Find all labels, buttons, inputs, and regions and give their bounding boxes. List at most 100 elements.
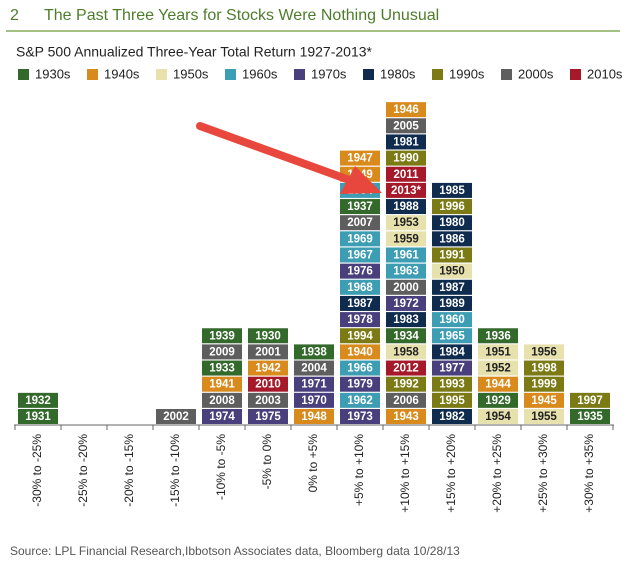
block (340, 312, 380, 328)
legend-swatch (501, 69, 512, 80)
block-label: 1982 (439, 411, 465, 423)
legend-label: 1940s (104, 66, 140, 81)
block (248, 409, 288, 424)
block (386, 409, 426, 424)
block-label: 1932 (25, 395, 51, 407)
header-number: 2 (10, 7, 19, 24)
block-label: 1929 (485, 395, 511, 407)
block (386, 392, 426, 408)
block (478, 409, 518, 424)
block-label: 1995 (439, 395, 465, 407)
legend-swatch (432, 69, 443, 80)
legend-swatch (156, 69, 167, 80)
x-tick-label: -15% to -10% (168, 434, 182, 507)
block-label: 1955 (531, 411, 557, 423)
block (18, 392, 58, 408)
block-label: 1959 (393, 233, 419, 245)
legend-label: 1960s (242, 66, 278, 81)
block (386, 344, 426, 360)
block-label: 1971 (301, 379, 327, 391)
x-tick-label: +5% to +10% (352, 434, 366, 506)
block (202, 409, 242, 424)
block-label: 1980 (439, 217, 465, 229)
block-label: 1974 (209, 411, 235, 423)
block-label: 2013* (391, 185, 422, 197)
block-label: 2009 (209, 346, 235, 358)
block-label: 1989 (439, 298, 465, 310)
block-label: 1956 (531, 346, 557, 358)
block (432, 263, 472, 279)
block-label: 1988 (393, 201, 419, 213)
arrow-shaft (196, 122, 356, 185)
x-tick-label: 0% to +5% (306, 434, 320, 493)
block (202, 328, 242, 344)
block-label: 1947 (347, 153, 373, 165)
block-label: 1954 (485, 411, 511, 423)
block (524, 376, 564, 392)
block (340, 392, 380, 408)
block-label: 2002 (163, 411, 189, 423)
block (340, 360, 380, 376)
block (386, 247, 426, 263)
block-label: 2005 (393, 120, 419, 132)
block-label: 1972 (393, 298, 419, 310)
x-tick-label: -30% to -25% (30, 434, 44, 507)
block (340, 295, 380, 311)
block (570, 409, 610, 424)
block (478, 328, 518, 344)
block (524, 344, 564, 360)
block-label: 2000 (393, 282, 419, 294)
block-label: 1987 (439, 282, 465, 294)
plot: 1931 1932 2002 1974 2008 1941 1933 2009 1939 1975… (18, 102, 610, 424)
arrow (196, 122, 382, 194)
block (570, 392, 610, 408)
block (386, 295, 426, 311)
block (386, 102, 426, 118)
block-label: 1966 (347, 363, 373, 375)
legend-swatch (18, 69, 29, 80)
legend-swatch (363, 69, 374, 80)
block-label: 1992 (393, 379, 419, 391)
x-tick-label: -5% to 0% (260, 434, 274, 490)
block (524, 392, 564, 408)
block-label: 2010 (255, 379, 281, 391)
block (386, 360, 426, 376)
block (432, 231, 472, 247)
x-tick-label: -10% to -5% (214, 434, 228, 500)
block-label: 1953 (393, 217, 419, 229)
block (432, 279, 472, 295)
block-label: 1983 (393, 314, 419, 326)
block (294, 409, 334, 424)
block-label: 1999 (531, 379, 557, 391)
block (340, 409, 380, 424)
legend-label: 1990s (449, 66, 485, 81)
block (18, 409, 58, 424)
block-label: 1945 (531, 395, 557, 407)
x-tick-label: -20% to -15% (122, 434, 136, 507)
block (340, 344, 380, 360)
block (478, 392, 518, 408)
block-label: 1985 (439, 185, 465, 197)
block-label: 1938 (301, 346, 327, 358)
block-label: 1962 (347, 395, 373, 407)
block-label: 1944 (485, 379, 511, 391)
block-label: 2011 (394, 169, 420, 181)
block (340, 215, 380, 231)
block (386, 150, 426, 166)
block-label: 1975 (255, 411, 281, 423)
block-label: 2007 (347, 217, 373, 229)
block-label: 1986 (439, 233, 465, 245)
block (432, 312, 472, 328)
x-tick-label: +15% to +20% (444, 434, 458, 513)
block-label: 1937 (347, 201, 373, 213)
block-label: 1946 (393, 104, 419, 116)
block-label: 1936 (485, 330, 511, 342)
block (386, 134, 426, 150)
block-label: 1934 (393, 330, 419, 342)
block-label: 1951 (485, 346, 511, 358)
block-label: 1965 (439, 330, 465, 342)
block-label: 1977 (439, 363, 465, 375)
block (432, 392, 472, 408)
block (202, 392, 242, 408)
arrow-head (340, 166, 382, 194)
